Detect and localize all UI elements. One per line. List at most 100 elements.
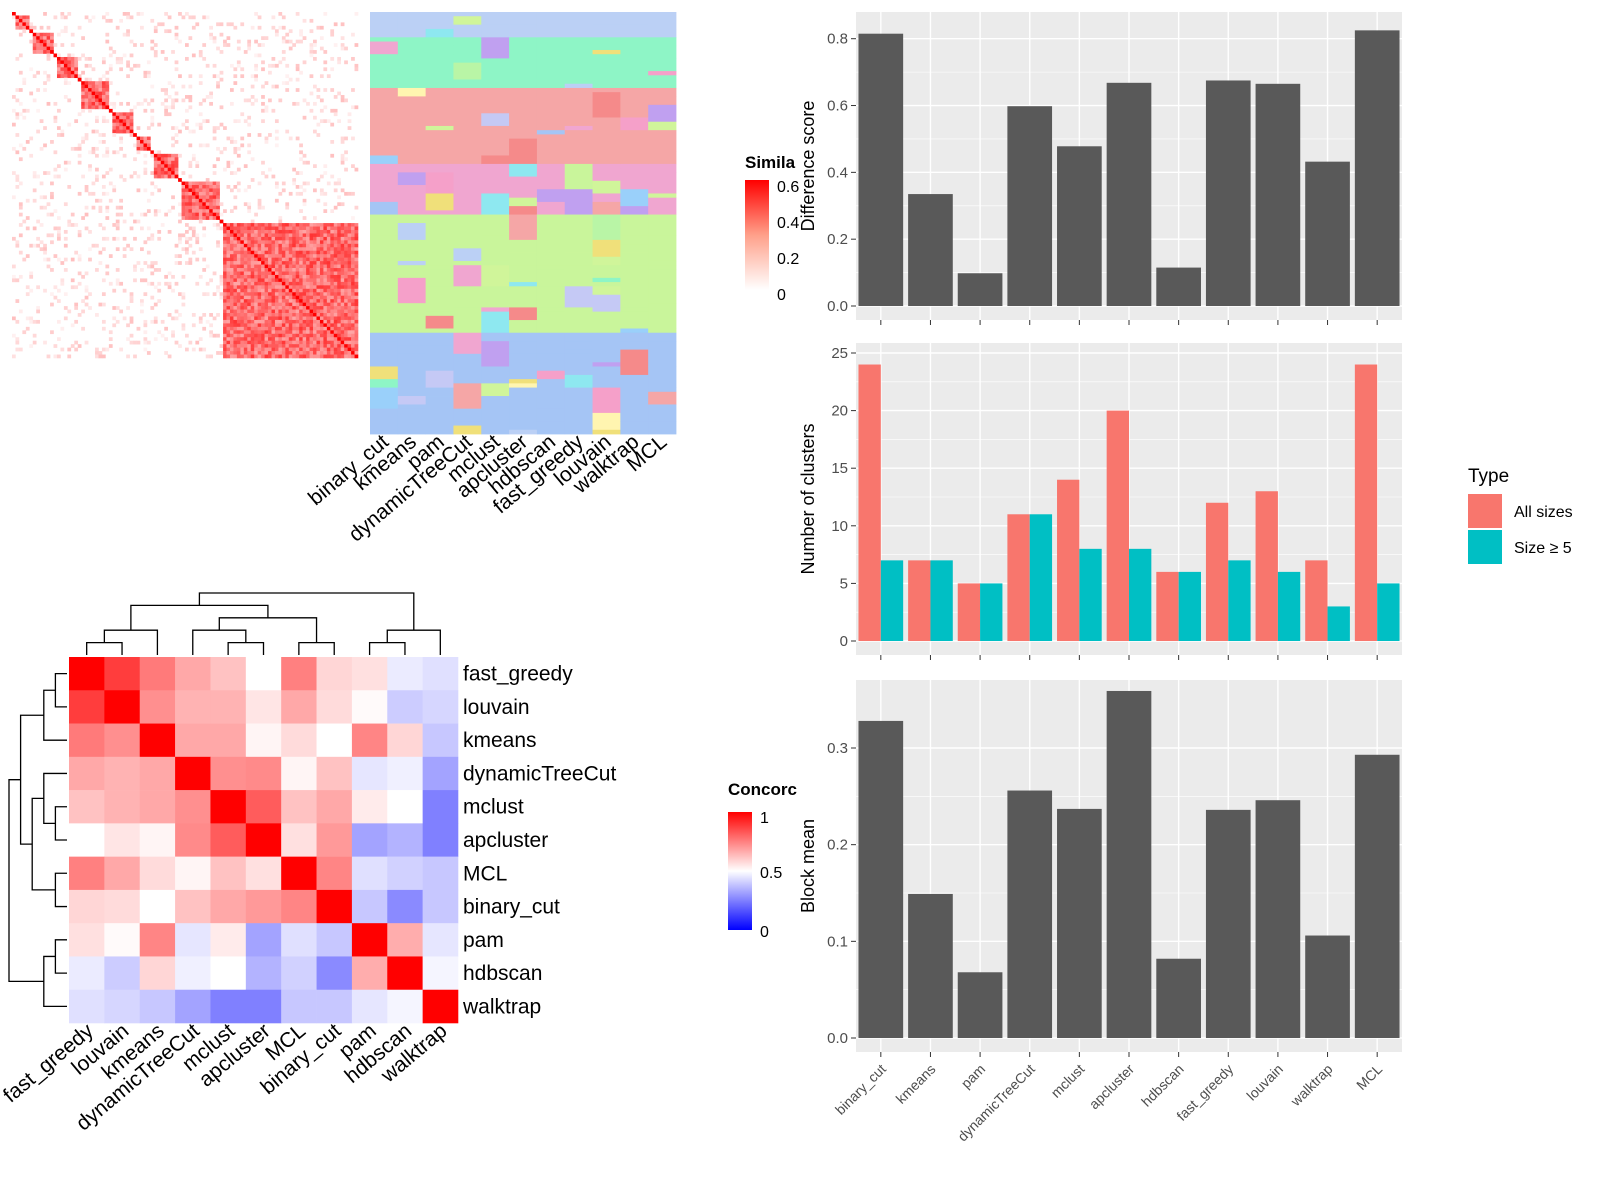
similarity-cell <box>337 299 341 303</box>
similarity-cell <box>278 309 283 314</box>
similarity-cell <box>309 268 314 272</box>
similarity-cell <box>288 274 293 279</box>
similarity-legend-colorbar <box>745 180 769 290</box>
membership-cell <box>620 282 649 308</box>
similarity-cell <box>32 39 37 44</box>
similarity-cell <box>292 299 297 303</box>
similarity-cell <box>306 229 310 234</box>
membership-cell <box>370 201 399 215</box>
similarity-cell <box>174 254 179 258</box>
similarity-cell <box>84 15 89 20</box>
membership-cell <box>425 311 454 317</box>
similarity-cell <box>264 316 269 321</box>
similarity-cell <box>229 281 234 286</box>
similarity-cell <box>157 164 162 168</box>
similarity-cell <box>278 216 283 220</box>
similarity-cell <box>188 36 193 40</box>
similarity-cell <box>319 261 324 265</box>
similarity-cell <box>115 126 120 130</box>
similarity-legend-tick: 0.2 <box>777 251 799 268</box>
similarity-cell <box>319 347 324 352</box>
similarity-cell <box>340 271 345 276</box>
similarity-cell <box>122 12 127 16</box>
similarity-cell <box>174 36 179 40</box>
membership-cell <box>509 104 538 131</box>
similarity-cell <box>174 316 179 321</box>
similarity-cell <box>115 60 120 65</box>
similarity-cell <box>340 157 345 162</box>
similarity-cell <box>333 326 338 331</box>
similarity-cell <box>285 81 290 85</box>
similarity-cell <box>278 250 283 255</box>
similarity-cell <box>112 105 117 110</box>
concordance-cell <box>245 889 282 924</box>
membership-cell <box>592 49 621 55</box>
similarity-cell <box>274 236 279 241</box>
similarity-cell <box>292 243 297 248</box>
bar <box>1057 808 1102 1038</box>
concordance-cell <box>69 790 105 824</box>
similarity-cell <box>271 174 276 179</box>
bar <box>1327 606 1350 641</box>
similarity-cell <box>160 171 165 175</box>
similarity-cell <box>126 126 130 130</box>
similarity-cell <box>257 340 262 345</box>
similarity-cell <box>288 351 293 355</box>
membership-cell <box>564 370 593 376</box>
similarity-cell <box>354 278 359 283</box>
similarity-cell <box>354 347 359 352</box>
similarity-cell <box>306 354 310 359</box>
similarity-cell <box>247 344 252 348</box>
membership-cell <box>592 311 621 329</box>
similarity-cell <box>254 257 258 262</box>
similarity-cell <box>226 264 231 269</box>
membership-cell <box>536 37 566 59</box>
concordance-cell <box>387 723 423 758</box>
similarity-cell <box>268 309 272 314</box>
similarity-cell <box>88 18 92 23</box>
similarity-cell <box>91 81 96 85</box>
similarity-cell <box>337 60 341 65</box>
similarity-cell <box>330 351 335 355</box>
similarity-cell <box>285 278 290 283</box>
membership-cell <box>648 58 677 72</box>
similarity-cell <box>306 323 310 328</box>
similarity-cell <box>171 105 175 110</box>
similarity-cell <box>108 18 113 23</box>
bar <box>858 720 904 1038</box>
similarity-cell <box>153 268 158 272</box>
membership-cell <box>397 277 427 304</box>
similarity-cell <box>323 340 328 345</box>
similarity-cell <box>254 250 258 255</box>
similarity-cell <box>271 243 276 248</box>
similarity-cell <box>316 268 321 272</box>
similarity-cell <box>288 247 293 252</box>
similarity-cell <box>250 347 255 352</box>
similarity-cell <box>98 77 103 82</box>
similarity-cell <box>281 302 286 307</box>
concordance-cell <box>387 956 423 991</box>
membership-cell <box>397 197 427 215</box>
similarity-cell <box>326 119 331 124</box>
similarity-cell <box>274 351 279 355</box>
similarity-cell <box>202 143 207 148</box>
similarity-cell <box>268 236 272 241</box>
similarity-cell <box>278 278 283 283</box>
similarity-cell <box>174 261 179 265</box>
similarity-cell <box>243 347 248 352</box>
membership-cell <box>564 341 593 350</box>
similarity-cell <box>271 63 276 68</box>
similarity-cell <box>295 309 300 314</box>
similarity-cell <box>91 243 96 248</box>
similarity-cell <box>351 326 355 331</box>
similarity-cell <box>295 302 300 307</box>
similarity-cell <box>133 236 137 241</box>
similarity-cell <box>178 236 182 241</box>
similarity-cell <box>281 354 286 359</box>
similarity-cell <box>243 223 248 227</box>
similarity-cell <box>268 167 272 172</box>
membership-cell <box>425 172 454 194</box>
similarity-cell <box>295 247 300 252</box>
similarity-cell <box>185 216 189 220</box>
similarity-cell <box>333 288 338 293</box>
